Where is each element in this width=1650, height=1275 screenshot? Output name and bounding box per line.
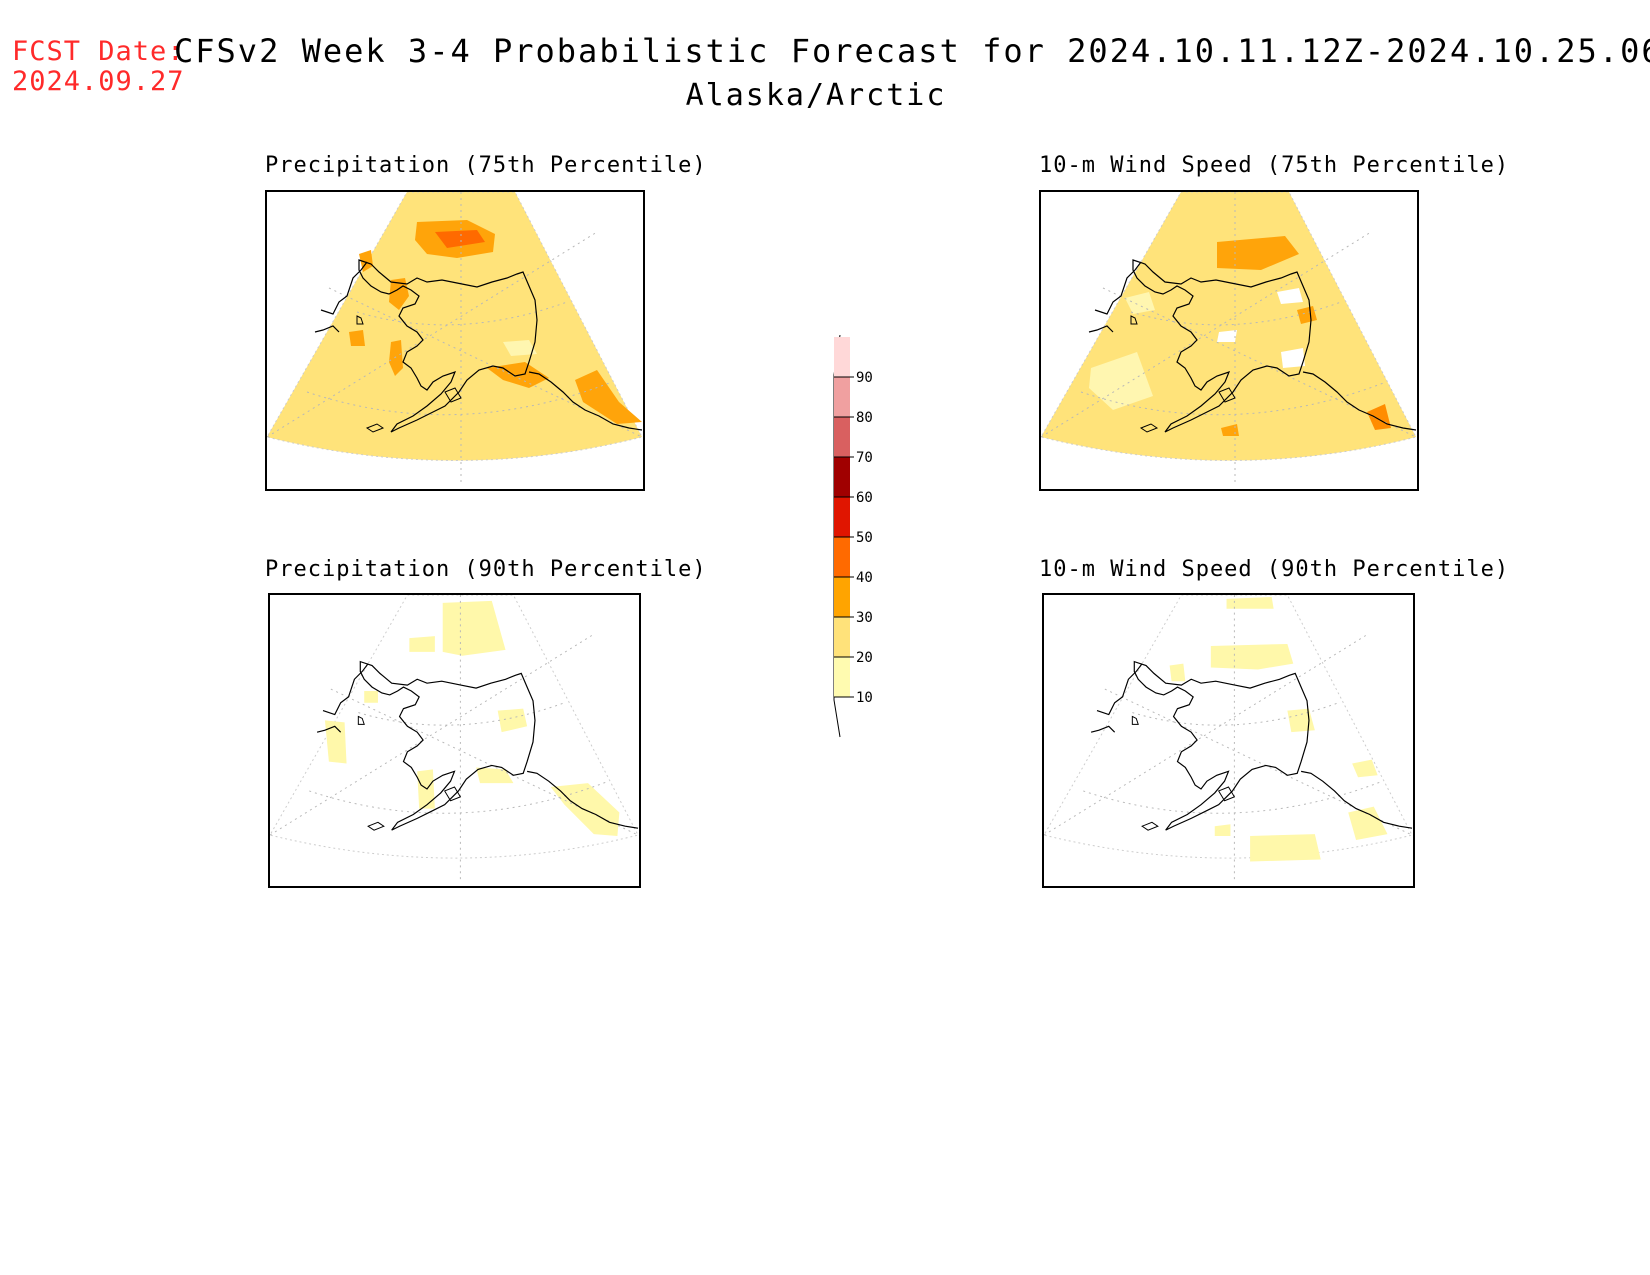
graticule-line — [1130, 301, 1342, 326]
map-sector — [1044, 595, 1413, 859]
colorbar-tick-label: 50 — [856, 530, 873, 546]
probability-contour — [1281, 348, 1305, 368]
probability-contour — [1169, 663, 1186, 682]
map-sector — [1041, 192, 1417, 461]
colorbar-segment — [834, 417, 850, 457]
map-panel-wind-90[interactable] — [1042, 593, 1415, 888]
russia-coastline — [1090, 663, 1143, 733]
probability-contour — [1352, 759, 1378, 778]
region-subtitle: Alaska/Arctic — [685, 78, 947, 113]
southeast-coastline — [528, 371, 643, 431]
colorbar-tick-label: 70 — [856, 450, 873, 466]
russia-coastline — [1088, 261, 1142, 333]
page-title: CFSv2 Week 3-4 Probabilistic Forecast fo… — [174, 32, 1650, 70]
colorbar-segment — [834, 657, 850, 697]
panel-title-precip-75: Precipitation (75th Percentile) — [265, 153, 707, 178]
map-sector — [270, 595, 639, 859]
islands — [1131, 715, 1236, 831]
probability-contour — [1277, 288, 1303, 304]
map-sector — [267, 192, 643, 461]
colorbar-segment — [834, 497, 850, 537]
probability-contour — [409, 636, 435, 652]
map-panel-precip-90[interactable] — [268, 593, 641, 888]
graticule-line — [358, 702, 565, 726]
probability-contour — [389, 340, 403, 376]
probability-contour — [476, 767, 514, 784]
probability-contour — [442, 600, 506, 656]
alaska-coastline — [1132, 259, 1312, 433]
russia-coastline — [316, 663, 369, 733]
probability-contour — [1250, 834, 1321, 862]
probability-contour — [1348, 806, 1388, 840]
probability-contour — [497, 708, 528, 733]
colorbar-legend: 10 20 30 40 50 60 70 80 90 — [833, 335, 873, 738]
map-panel-wind-75[interactable] — [1039, 190, 1419, 491]
colorbar-segment — [834, 377, 850, 417]
southeast-coastline — [1302, 371, 1417, 431]
islands — [357, 715, 462, 831]
colorbar-tick-label: 30 — [856, 610, 873, 626]
probability-contour — [1089, 352, 1153, 410]
panel-title-precip-90: Precipitation (90th Percentile) — [265, 557, 707, 582]
probability-contour — [435, 230, 485, 248]
probability-contour — [359, 250, 373, 272]
probability-contour — [1217, 236, 1299, 270]
colorbar-tick-label: 80 — [856, 410, 873, 426]
forecast-date-label: FCST Date: — [12, 36, 185, 67]
colorbar-segment — [834, 577, 850, 617]
probability-contour — [503, 340, 537, 356]
colorbar-segment — [834, 537, 850, 577]
probability-contour — [1226, 596, 1274, 609]
probability-contour — [1214, 824, 1231, 837]
probability-contour — [349, 330, 365, 346]
colorbar-segment — [834, 617, 850, 657]
probability-contour — [1210, 643, 1294, 670]
probability-contour — [1297, 306, 1317, 324]
southeast-coastline — [527, 770, 639, 829]
colorbar-tick-label: 20 — [856, 650, 873, 666]
graticule-line — [356, 301, 568, 326]
probability-contour — [324, 720, 347, 764]
alaska-coastline — [358, 259, 538, 433]
russia-coastline — [314, 261, 368, 333]
probability-contour — [575, 370, 642, 424]
southeast-coastline — [1301, 770, 1413, 829]
islands — [1130, 315, 1236, 433]
colorbar-segment — [834, 337, 850, 377]
probability-contour — [1125, 292, 1155, 314]
alaska-coastline — [359, 660, 536, 831]
map-panel-precip-75[interactable] — [265, 190, 645, 491]
islands — [356, 315, 462, 433]
colorbar-tick-label: 90 — [856, 370, 873, 386]
forecast-date: 2024.09.27 — [12, 66, 185, 97]
panel-title-wind-75: 10-m Wind Speed (75th Percentile) — [1039, 153, 1510, 178]
probability-contour — [364, 691, 378, 703]
alaska-coastline — [1133, 660, 1310, 831]
graticule-line — [1132, 702, 1339, 726]
colorbar-tick-label: 40 — [856, 570, 873, 586]
colorbar-tick-label: 10 — [856, 690, 873, 706]
panel-title-wind-90: 10-m Wind Speed (90th Percentile) — [1039, 557, 1510, 582]
probability-contour — [1217, 330, 1237, 342]
colorbar-tick-label: 60 — [856, 490, 873, 506]
colorbar-segment — [834, 457, 850, 497]
